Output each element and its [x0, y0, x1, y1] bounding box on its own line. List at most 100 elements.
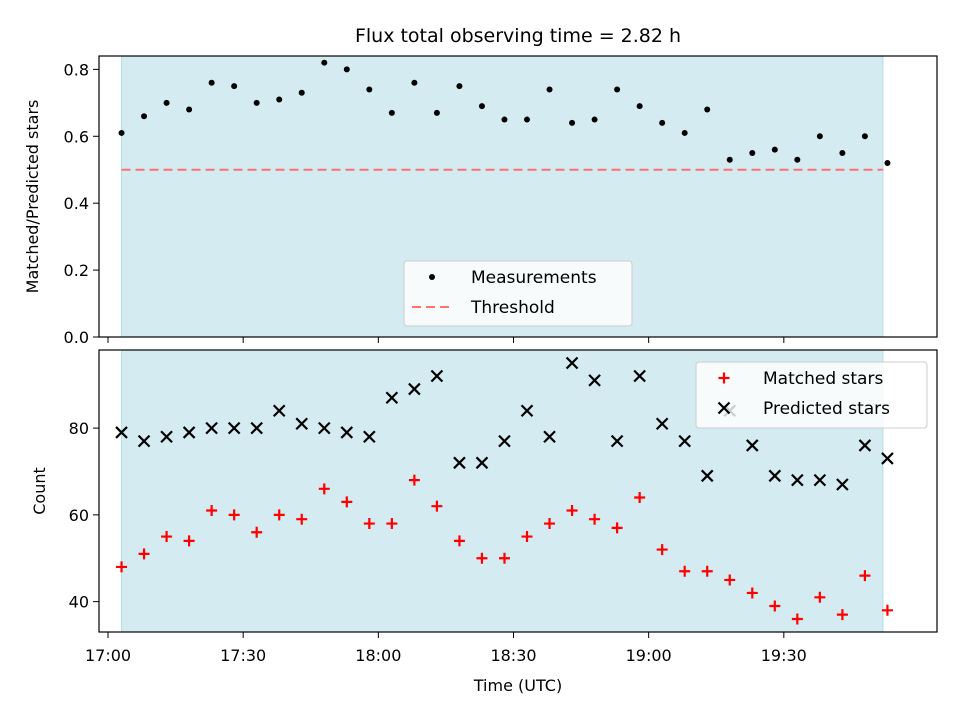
data-point: [634, 492, 646, 504]
data-point: [678, 434, 691, 448]
data-point: [704, 106, 711, 113]
data-point: [115, 426, 128, 439]
legend-label: Threshold: [470, 298, 555, 318]
data-point: [478, 103, 485, 110]
y-tick-label: 80: [69, 419, 89, 438]
data-point: [386, 518, 398, 530]
data-point: [543, 430, 556, 444]
data-point: [681, 129, 688, 136]
data-point: [137, 434, 151, 448]
data-point: [591, 116, 598, 123]
x-tick-label: 19:00: [626, 646, 672, 665]
y-tick-label: 60: [69, 506, 89, 525]
axes-frame: [98, 349, 938, 633]
data-point: [881, 604, 893, 616]
legend-box: [695, 361, 928, 429]
ratio-panel: 0.0 0.2 0.4 0.6 0.8 Matched/Predicted stars Me…: [23, 55, 938, 347]
x-tick-label: 17:30: [220, 646, 266, 665]
data-point: [655, 417, 669, 431]
data-point: [227, 421, 241, 435]
legend: Measurements Threshold: [403, 260, 633, 327]
data-point: [411, 79, 418, 86]
y-tick-label: 0.0: [64, 328, 89, 347]
data-point: [861, 133, 868, 140]
data-point: [366, 86, 373, 93]
data-point: [769, 600, 781, 612]
data-point: [295, 417, 309, 431]
data-point: [791, 613, 803, 625]
data-point: [521, 531, 533, 543]
data-point: [183, 535, 195, 547]
x-tick-label: 19:30: [761, 646, 807, 665]
data-point: [881, 452, 894, 465]
x-tick-label: 18:30: [490, 646, 536, 665]
data-point: [253, 99, 260, 106]
data-point: [569, 119, 576, 126]
data-point: [321, 59, 328, 66]
data-point: [476, 552, 488, 564]
data-point: [182, 426, 196, 439]
data-point: [141, 113, 148, 120]
data-point: [160, 430, 173, 444]
data-point: [205, 421, 218, 435]
data-point: [794, 156, 801, 163]
data-point: [430, 369, 444, 383]
data-point: [296, 513, 308, 525]
y-tick-label: 0.8: [64, 60, 89, 79]
data-point: [544, 518, 556, 530]
data-point: [272, 404, 286, 418]
data-point: [839, 150, 846, 157]
data-point: [138, 548, 150, 560]
data-point: [588, 374, 601, 387]
data-point: [161, 531, 173, 543]
data-point: [498, 434, 511, 448]
data-point: [520, 404, 534, 418]
data-point: [276, 96, 283, 103]
data-point: [388, 109, 395, 116]
data-point: [859, 570, 871, 582]
data-point: [456, 83, 463, 90]
data-point: [814, 591, 826, 603]
data-point: [836, 478, 849, 491]
data-point: [700, 469, 714, 483]
data-point: [724, 574, 736, 586]
data-point: [701, 565, 713, 577]
data-point: [163, 99, 170, 106]
data-point: [524, 116, 531, 123]
data-point: [251, 526, 263, 538]
data-point: [206, 505, 218, 517]
data-point: [498, 552, 510, 564]
y-tick-label: 0.6: [64, 127, 89, 146]
data-point: [317, 421, 331, 435]
data-point: [565, 356, 579, 370]
data-point: [318, 483, 330, 495]
data-point: [273, 509, 285, 521]
data-point: [385, 391, 399, 405]
data-point: [298, 89, 305, 96]
data-point: [746, 439, 759, 452]
data-point: [566, 505, 578, 517]
legend-label: Predicted stars: [763, 399, 890, 419]
data-point: [343, 66, 350, 73]
legend-label: Matched stars: [763, 369, 883, 389]
legend: Matched stars Predicted stars: [695, 361, 928, 429]
data-point: [768, 469, 782, 483]
x-tick-label: 17:00: [85, 646, 131, 665]
data-point: [589, 513, 601, 525]
data-point: [250, 421, 263, 435]
data-point: [186, 106, 193, 113]
data-point: [614, 86, 621, 93]
data-point: [431, 500, 443, 512]
y-axis-label: Matched/Predicted stars: [23, 100, 42, 294]
data-point: [208, 79, 215, 86]
data-point: [771, 146, 778, 153]
data-point: [116, 561, 128, 573]
legend-box: [403, 260, 633, 327]
data-point: [884, 160, 891, 167]
data-point: [836, 609, 848, 621]
data-point: [341, 496, 353, 508]
y-tick-label: 40: [69, 593, 89, 612]
data-point: [858, 439, 872, 452]
data-point: [791, 473, 804, 487]
